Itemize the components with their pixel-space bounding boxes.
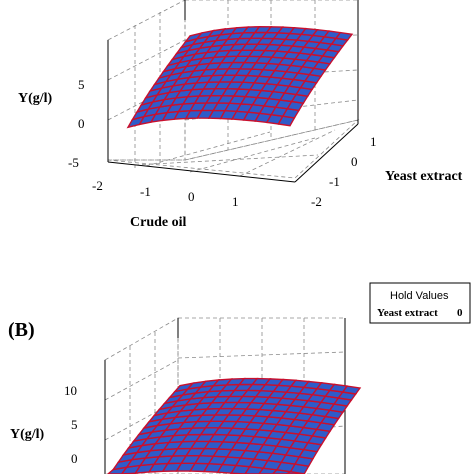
hold-values-title: Hold Values (390, 290, 449, 302)
panel-b-z-tick-0: 0 (71, 451, 78, 466)
hold-values-label: Yeast extract (377, 307, 438, 319)
panel-a-x-tick-1: 1 (232, 194, 239, 209)
panel-b-surface (106, 377, 362, 474)
hold-values-value: 0 (457, 307, 463, 319)
panel-a-x-tick-minus2: -2 (92, 178, 103, 193)
panel-a-x-axis-label: Crude oil (130, 215, 187, 230)
panel-b-z-axis-label: Y(g/l) (10, 427, 45, 442)
panel-a-y-axis-label: Yeast extract (385, 169, 463, 184)
panel-b-z-tick-10: 10 (64, 383, 77, 398)
hold-values-box: Hold Values Yeast extract 0 (369, 282, 471, 324)
panel-a-y-tick-1: 1 (370, 134, 377, 149)
panel-a-x-tick-minus1: -1 (140, 184, 151, 199)
panel-a-z-tick-5: 5 (78, 77, 85, 92)
panel-b-z-tick-5: 5 (71, 417, 78, 432)
panel-a-y-tick-0: 0 (351, 154, 358, 169)
panel-a-x-tick-0: 0 (188, 189, 195, 204)
panel-a-z-tick-minus5: -5 (68, 155, 79, 170)
panel-a-y-tick-minus1: -1 (329, 174, 340, 189)
panel-a-z-tick-0: 0 (78, 116, 85, 131)
panel-a-y-tick-minus2: -2 (311, 194, 322, 209)
surface-patch (341, 385, 362, 395)
panel-a-surface (126, 25, 354, 129)
panel-a: Y(g/l) 5 0 -5 -2 -1 0 1 Crude oil 1 0 -1… (18, 0, 463, 230)
panel-a-frame (107, 0, 359, 183)
hold-values-frame (369, 282, 471, 324)
surface-patch (334, 31, 354, 41)
panel-b: (B) Hold Values Yeast extract 0 (8, 282, 471, 474)
panel-b-label: (B) (8, 319, 35, 341)
panel-a-z-axis-label: Y(g/l) (18, 91, 53, 106)
